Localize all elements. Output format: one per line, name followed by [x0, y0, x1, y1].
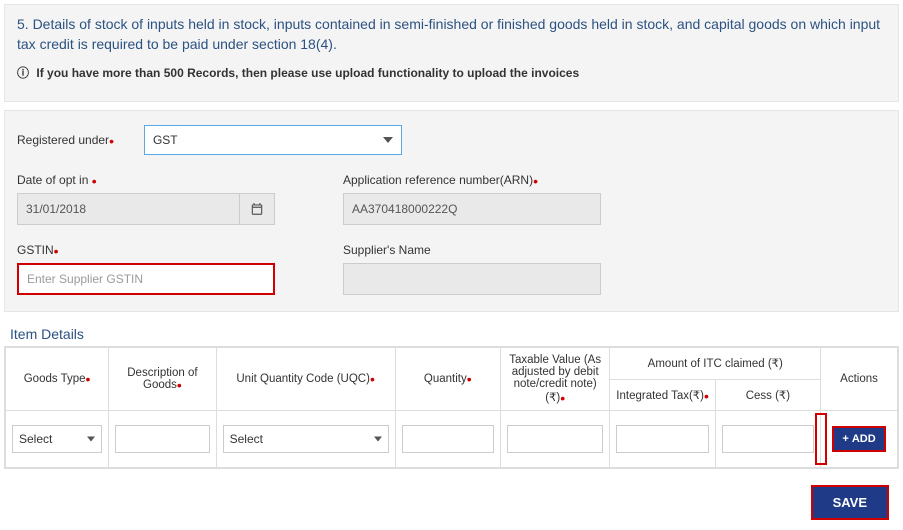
arn-input	[343, 193, 601, 225]
gstin-input[interactable]	[17, 263, 275, 295]
col-itc-integrated: Integrated Tax(₹)	[616, 390, 704, 402]
registered-under-select[interactable]: GST	[144, 125, 402, 155]
date-opt-in-input[interactable]	[17, 193, 239, 225]
uqc-select[interactable]: Select	[223, 425, 389, 453]
table-row: Select Select +	[6, 411, 898, 468]
date-opt-in-label: Date of opt in	[17, 173, 88, 187]
gstin-label: GSTIN	[17, 243, 54, 257]
plus-icon: +	[842, 433, 848, 445]
supplier-name-label: Supplier's Name	[343, 243, 601, 257]
col-actions: Actions	[821, 348, 898, 411]
section-title: 5. Details of stock of inputs held in st…	[17, 15, 886, 54]
upload-note-text: If you have more than 500 Records, then …	[36, 66, 579, 80]
goods-type-select[interactable]: Select	[12, 425, 102, 453]
date-opt-in-group	[17, 193, 275, 225]
save-button[interactable]: SAVE	[811, 485, 889, 520]
registered-under-label: Registered under	[17, 133, 109, 147]
col-itc-cess: Cess (₹)	[715, 379, 820, 411]
col-goods-type: Goods Type	[24, 373, 86, 385]
uqc-select-value: Select	[230, 432, 263, 446]
footer-actions: SAVE	[4, 485, 899, 520]
calendar-icon[interactable]	[239, 193, 275, 225]
cess-input[interactable]	[722, 425, 814, 453]
col-quantity: Quantity	[424, 373, 467, 385]
item-details-table: Goods Type• Description of Goods• Unit Q…	[4, 346, 899, 469]
item-details-title: Item Details	[10, 326, 899, 342]
supplier-name-input	[343, 263, 601, 295]
chevron-down-icon	[383, 137, 393, 143]
chevron-down-icon	[87, 437, 95, 442]
upload-note: ⓘ If you have more than 500 Records, the…	[17, 64, 886, 81]
table-header: Goods Type• Description of Goods• Unit Q…	[6, 348, 898, 411]
form-panel: Registered under• GST Date of opt in • A…	[4, 110, 899, 312]
quantity-input[interactable]	[402, 425, 494, 453]
description-input[interactable]	[115, 425, 209, 453]
col-itc-claimed: Amount of ITC claimed (₹)	[610, 348, 821, 380]
col-uqc: Unit Quantity Code (UQC)	[236, 373, 370, 385]
taxable-value-input[interactable]	[507, 425, 604, 453]
col-taxable-value: Taxable Value (As adjusted by debit note…	[509, 354, 601, 404]
add-button-label: ADD	[852, 433, 876, 445]
col-description: Description of Goods	[127, 367, 197, 391]
registered-under-value: GST	[153, 133, 178, 147]
info-icon: ⓘ	[17, 66, 29, 80]
integrated-tax-input[interactable]	[616, 425, 708, 453]
arn-label: Application reference number(ARN)	[343, 173, 533, 187]
add-button[interactable]: + ADD	[832, 426, 885, 452]
goods-type-select-value: Select	[19, 432, 52, 446]
chevron-down-icon	[374, 437, 382, 442]
stock-details-panel: 5. Details of stock of inputs held in st…	[4, 4, 899, 102]
